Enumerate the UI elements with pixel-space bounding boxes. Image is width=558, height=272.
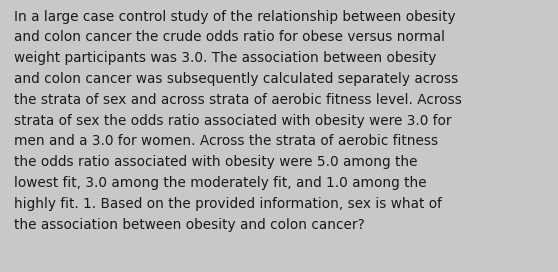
Text: In a large case control study of the relationship between obesity
and colon canc: In a large case control study of the rel… [14,10,462,232]
